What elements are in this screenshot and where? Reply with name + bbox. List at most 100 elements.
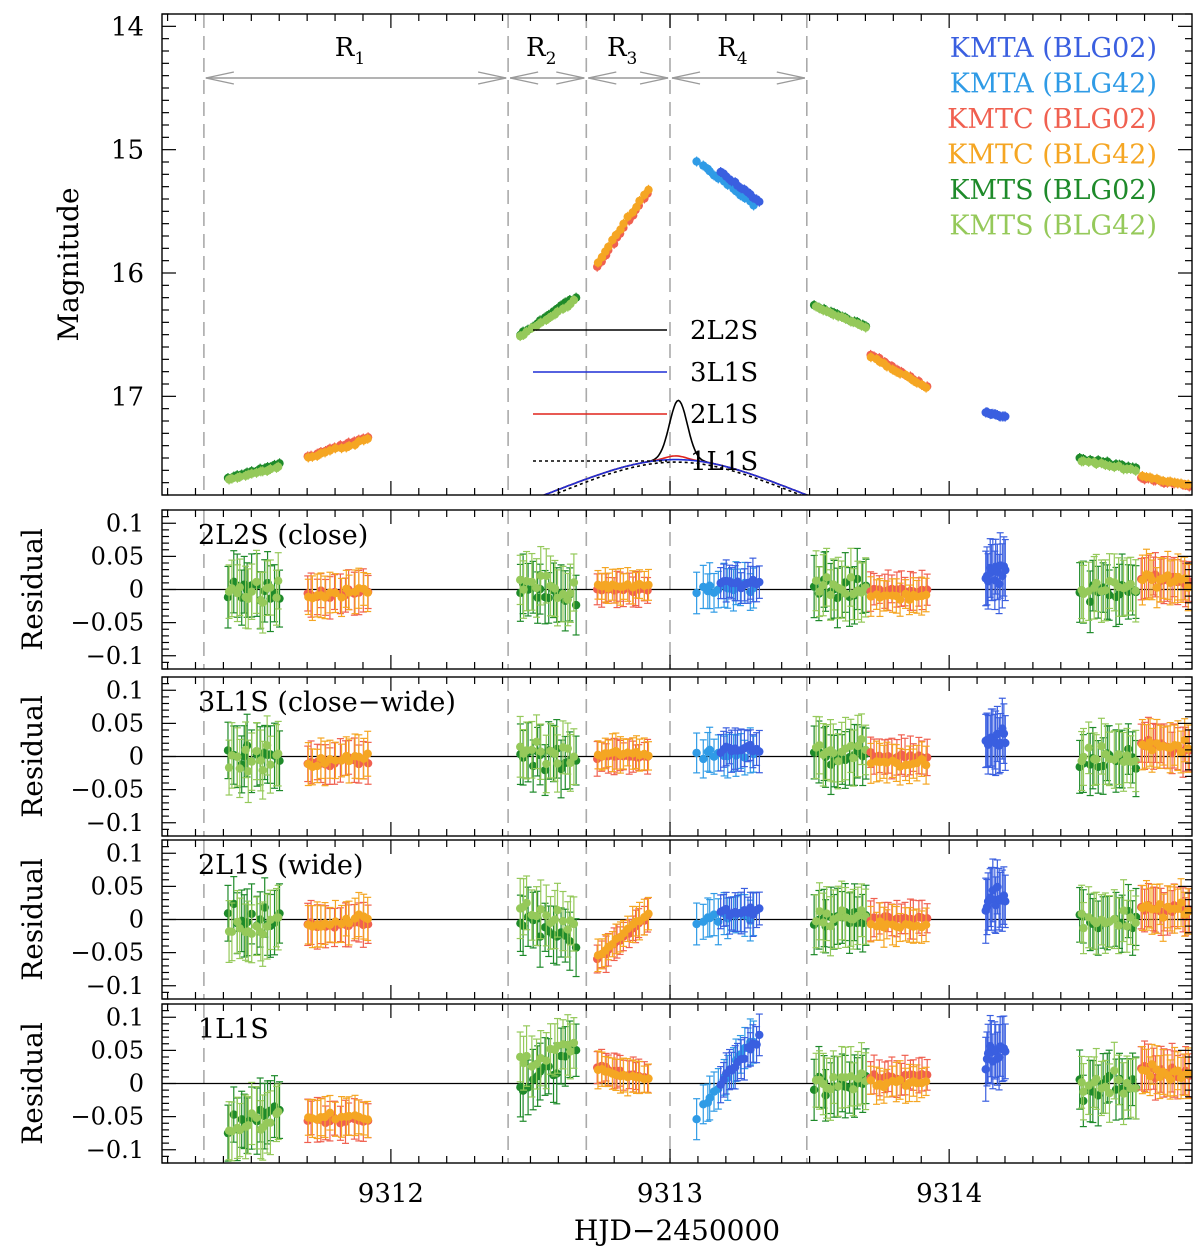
residual-point <box>532 911 541 921</box>
residual-point <box>1001 1047 1010 1056</box>
residual-point <box>1166 1075 1175 1084</box>
residual-point <box>1184 583 1192 592</box>
residual-point <box>1122 922 1132 931</box>
data-point-kmtc-blg42- <box>644 185 653 194</box>
residual-point <box>247 587 256 596</box>
residual-point <box>819 918 828 927</box>
residual-point <box>1097 742 1106 751</box>
residual-point <box>1119 906 1128 915</box>
residual-point <box>344 756 354 766</box>
residual-point <box>262 741 272 750</box>
residual-data-group <box>223 532 1192 636</box>
residual-point <box>811 576 821 585</box>
data-point-kmta-blg02- <box>755 197 764 206</box>
residual-point <box>1147 746 1157 755</box>
residual-point <box>272 593 281 602</box>
data-point-kmts-blg42- <box>861 323 870 332</box>
residual-point <box>1173 741 1183 750</box>
residual-point <box>829 1073 838 1082</box>
residual-point <box>571 600 581 610</box>
residual-point <box>833 593 842 603</box>
residual-point <box>247 929 256 938</box>
residual-point <box>566 589 575 598</box>
residual-point <box>834 913 843 922</box>
residual-point <box>849 1085 858 1094</box>
residual-point <box>705 1093 714 1103</box>
residual-point <box>553 759 562 768</box>
residual-point <box>692 748 701 758</box>
residual-point <box>815 907 824 916</box>
residual-point <box>895 1075 905 1085</box>
residual-point <box>235 583 244 592</box>
residual-point <box>692 1115 701 1124</box>
residual-point <box>857 906 866 915</box>
residual-point <box>542 571 551 581</box>
residual-point <box>994 1053 1004 1062</box>
residual-point <box>1114 750 1123 759</box>
residual-point <box>1001 897 1010 906</box>
residual-point <box>516 1052 525 1062</box>
residual-point <box>822 573 831 582</box>
residual-data-group <box>223 858 1192 978</box>
residual-point <box>532 1059 541 1069</box>
residual-point <box>227 584 237 593</box>
residual-point <box>644 751 653 761</box>
residual-point <box>542 1056 551 1065</box>
residual-point <box>1131 756 1140 766</box>
residual-data-group <box>223 697 1192 804</box>
residual-point <box>532 737 541 746</box>
residual-point <box>1101 1082 1110 1092</box>
residual-point <box>811 917 821 926</box>
residual-point <box>829 748 838 758</box>
residual-point <box>709 910 719 919</box>
residual-point <box>1176 898 1186 907</box>
data-point-kmts-blg42- <box>274 462 283 471</box>
residual-point <box>258 598 267 607</box>
residual-point <box>755 1030 764 1040</box>
residual-point <box>1001 565 1010 575</box>
residual-point <box>699 754 708 764</box>
residual-point <box>1110 914 1119 924</box>
residual-point <box>917 755 926 764</box>
residual-point <box>1119 757 1128 767</box>
residual-point <box>921 1077 931 1086</box>
residual-point <box>519 1059 528 1068</box>
residual-point <box>1092 755 1101 764</box>
residual-point <box>558 916 568 926</box>
residual-point <box>519 585 528 594</box>
data-point-kmtc-blg42- <box>635 196 644 206</box>
region-arrowhead-right <box>639 71 669 85</box>
region-arrowhead-left <box>671 71 701 85</box>
model-curve-2l1s <box>542 455 810 495</box>
residual-point <box>834 1082 843 1091</box>
residual-point <box>837 906 846 915</box>
residual-point <box>1152 583 1162 592</box>
data-point-kmtc-blg42- <box>1184 480 1192 489</box>
residual-point <box>553 906 562 915</box>
region-arrowhead-right <box>477 71 507 85</box>
residual-point <box>363 749 372 758</box>
residual-point <box>363 914 372 924</box>
residual-point <box>752 1040 761 1049</box>
data-point-kmta-blg42- <box>692 157 701 166</box>
residual-point <box>705 581 714 590</box>
residual-point <box>853 741 863 751</box>
model-curve-2l2s <box>542 399 810 495</box>
residual-point <box>1131 586 1140 595</box>
residual-point <box>223 909 233 918</box>
data-point-kmta-blg02- <box>1001 412 1010 421</box>
residual-point <box>244 767 253 776</box>
residual-point <box>857 735 866 744</box>
region-arrowhead-left <box>588 71 617 85</box>
residual-point <box>895 595 905 604</box>
residual-point <box>558 589 568 599</box>
residual-point <box>258 929 267 939</box>
residual-point <box>994 579 1004 589</box>
residual-point <box>923 914 932 923</box>
residual-point <box>1131 918 1140 928</box>
data-point-kmtc-blg42- <box>331 444 340 453</box>
residual-point <box>535 932 545 941</box>
residual-point <box>857 1069 866 1078</box>
data-point-kmts-blg42- <box>569 295 579 305</box>
residual-point <box>999 729 1009 738</box>
